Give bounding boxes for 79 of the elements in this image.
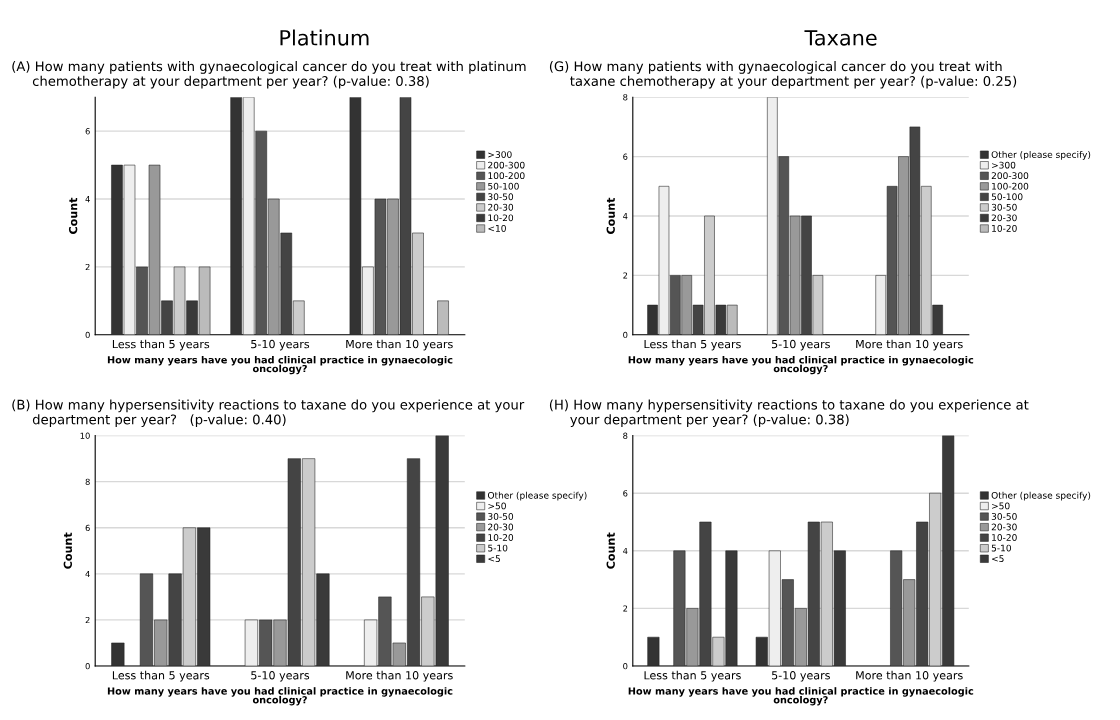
x-tick-label: Less than 5 years [112, 670, 210, 682]
legend-label: 20-30 [488, 203, 514, 211]
y-tick-label: 6 [623, 153, 628, 160]
text: Platinum [280, 29, 369, 46]
y-tick-label: 2 [623, 272, 628, 279]
y-tick-label: 2 [85, 616, 90, 624]
text: Taxane [804, 30, 877, 46]
legend-label: Other (please specify) [991, 491, 1091, 501]
chart-title: (H) How many hypersensitivity reactions to taxane do you experience at your department per year? (p-value: 0.38) [549, 399, 1029, 427]
bar [111, 642, 125, 666]
x-axis-title: How many years have you had clinical practice in gynaecologic oncology? [107, 687, 453, 706]
y-tick-label: 6 [85, 524, 90, 532]
legend-label: 50-100 [488, 182, 519, 190]
y-tick-label: 4 [623, 547, 628, 554]
legend-label: 20-30 [991, 214, 1017, 222]
y-tick-label: 6 [623, 490, 628, 497]
x-tick-label: 5-10 years [251, 339, 310, 351]
x-axis-title: How many years have you had clinical practice in gynaecologic oncology? [628, 687, 974, 706]
legend-label: 20-30 [488, 523, 514, 531]
legend-label: 200-300 [991, 172, 1029, 180]
legend-label: 10-20 [992, 534, 1017, 541]
y-tick-label: 0 [85, 662, 90, 670]
y-tick-label: 4 [623, 213, 628, 220]
legend-label: Other (please specify) [991, 150, 1091, 160]
legend-label: >300 [488, 151, 512, 158]
x-tick-label: More than 10 years [856, 670, 963, 682]
legend-label: 50-100 [991, 193, 1023, 201]
y-axis-title: Count [68, 197, 78, 234]
y-tick-label: 8 [623, 94, 628, 101]
x-tick-label: More than 10 years [346, 670, 453, 682]
y-tick-label: 2 [623, 605, 628, 612]
x-axis-title: How many years have you had clinical practice in gynaecologic oncology? [107, 355, 453, 375]
chart-title: (G) How many patients with gynaecological cancer do you treat with taxane chemotherapy at your department per year? (p-value: 0.25) [549, 61, 1017, 89]
legend-label: 30-50 [488, 193, 514, 201]
legend-label: >300 [992, 161, 1016, 169]
legend-label: 5-10 [991, 544, 1012, 552]
y-tick-label: 8 [85, 478, 90, 485]
x-tick-label: Less than 5 years [644, 670, 741, 682]
y-tick-label: 4 [85, 196, 90, 203]
y-axis-title: Count [63, 532, 73, 569]
chart-title: (B) How many hypersensitivity reactions to taxane do you experience at your department per year? (p-value: 0.40) [12, 399, 525, 427]
bar [647, 636, 660, 666]
y-tick-label: 0 [623, 662, 628, 670]
legend-label: Other (please specify) [487, 491, 587, 501]
legend-label: <5 [488, 555, 500, 563]
legend-label: <10 [488, 224, 506, 232]
legend-label: 30-50 [991, 203, 1017, 211]
x-tick-label: 5-10 years [771, 671, 830, 682]
legend-label: 100-200 [488, 172, 525, 180]
x-tick-label: 5-10 years [771, 339, 830, 351]
x-tick-label: Less than 5 years [644, 339, 741, 351]
legend-label: 100-200 [992, 182, 1029, 190]
legend-label: 20-30 [991, 523, 1017, 531]
legend-label: >50 [488, 502, 506, 510]
legend-label: 10-20 [992, 224, 1017, 232]
y-tick-label: 0 [623, 331, 628, 339]
legend-label: >50 [992, 502, 1010, 510]
legend-label: 30-50 [488, 513, 514, 520]
y-axis-title: Count [606, 197, 615, 234]
legend-label: 10-20 [488, 534, 514, 541]
y-tick-label: 4 [85, 570, 90, 578]
x-axis-title: How many years have you had clinical practice in gynaecologic oncology? [628, 355, 974, 375]
legend-label: 30-50 [991, 513, 1017, 520]
legend-label: 200-300 [488, 161, 525, 169]
y-tick-label: 6 [85, 128, 90, 135]
bar [437, 300, 449, 335]
y-tick-label: 0 [85, 331, 90, 339]
legend-label: 10-20 [488, 214, 514, 222]
y-axis-title: Count [606, 532, 615, 569]
x-tick-label: 5-10 years [251, 671, 310, 682]
x-tick-label: More than 10 years [856, 339, 963, 351]
y-tick-label: 2 [85, 263, 90, 271]
x-tick-label: More than 10 years [346, 339, 453, 351]
y-tick-label: 8 [623, 432, 628, 439]
y-tick-label: 10 [80, 432, 90, 439]
x-tick-label: Less than 5 years [112, 339, 210, 351]
chart-title: (A) How many patients with gynaecological cancer do you treat with platinum chemotherapy at your department per year? (p-value: 0.38) [12, 61, 526, 89]
legend-label: <5 [992, 555, 1004, 563]
legend-label: 5-10 [488, 544, 508, 552]
